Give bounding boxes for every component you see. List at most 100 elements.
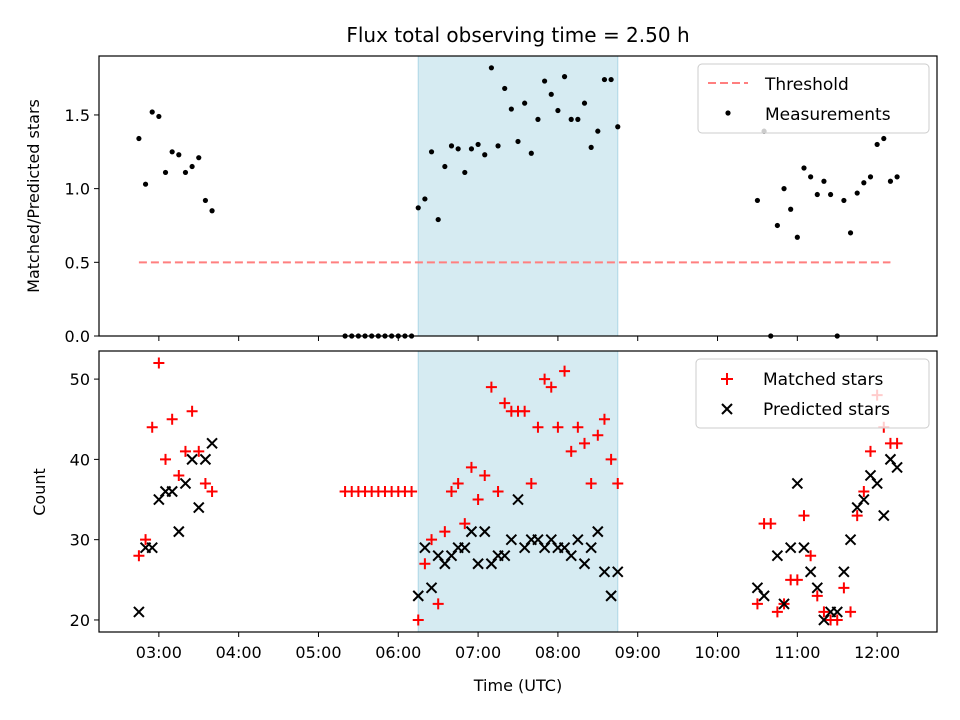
matched-star-point (612, 477, 624, 489)
predicted-star-point (206, 437, 218, 450)
ratio-legend: Threshold Measurements (697, 63, 930, 134)
measurement-point (428, 149, 435, 155)
measurement-point (794, 234, 800, 240)
measurements-series (136, 65, 900, 339)
count-x-tick: 05:00 (295, 632, 342, 662)
measurement-point (561, 74, 568, 80)
predicted-star-point (572, 533, 584, 546)
measurement-point (814, 191, 820, 198)
predicted-star-point (771, 550, 784, 562)
count-y-axis-label: Count (30, 468, 49, 516)
matched-star-point (565, 445, 577, 457)
matched-star-point (186, 405, 198, 417)
matched-star-point (771, 606, 783, 618)
measurement-point (581, 100, 588, 106)
measurement-point (142, 181, 149, 187)
predicted-star-point (612, 566, 624, 578)
measurement-point (515, 138, 521, 145)
matched-star-point (133, 550, 145, 562)
matched-star-point (845, 606, 857, 618)
measurement-point (854, 190, 860, 196)
ratio-panel: 0.0 0.5 1.0 1.5 Matched/Predicted stars Thr… (24, 55, 938, 346)
matched-star-point (605, 453, 617, 465)
predicted-star-point (784, 541, 797, 554)
measurement-point (462, 169, 468, 176)
matched-star-point (445, 486, 457, 497)
measurement-point (202, 197, 209, 204)
x-axis-label: Time (UTC) (473, 676, 562, 695)
matched-star-point (532, 421, 544, 433)
ratio-y-tick-label: 0.5 (65, 253, 90, 272)
matched-star-point (891, 437, 903, 449)
predicted-star-point (166, 485, 178, 498)
measurement-point (535, 116, 541, 122)
measurement-point (468, 146, 475, 152)
predicted-star-point (592, 525, 604, 538)
predicted-star-point (891, 461, 903, 474)
matched-star-point (193, 445, 205, 457)
matched-star-point (592, 429, 604, 441)
predicted-star-point (778, 598, 790, 610)
measurement-point (841, 197, 847, 204)
measurement-point (555, 107, 561, 114)
legend-predicted-swatch (721, 403, 733, 415)
matched-star-point (452, 477, 464, 489)
ratio-y-tick-label: 0.0 (65, 327, 90, 346)
count-legend: Matched stars Predicted stars (695, 358, 930, 429)
matched-star-point (791, 574, 803, 586)
matched-star-point (598, 413, 610, 425)
measurement-point (442, 163, 448, 170)
count-y-tick-label: 30 (70, 531, 90, 550)
predicted-star-point (758, 590, 770, 602)
predicted-star-point (498, 550, 511, 562)
predicted-star-point (831, 606, 843, 618)
matched-star-point (472, 494, 484, 506)
measurement-point (568, 116, 574, 122)
matched-stars-series (133, 357, 903, 626)
legend-threshold-label: Threshold (764, 75, 849, 95)
measurement-point (455, 146, 461, 152)
matched-star-point (858, 486, 870, 497)
measurement-point (575, 116, 581, 122)
predicted-star-point (419, 541, 431, 554)
predicted-star-point (186, 453, 198, 466)
matched-star-point (419, 558, 431, 570)
measurement-point (169, 149, 175, 155)
matched-star-point (864, 445, 876, 457)
measurement-point (149, 109, 155, 115)
measurement-point (482, 152, 488, 158)
measurement-point (608, 76, 614, 83)
matched-star-point (465, 461, 477, 473)
matched-star-point (412, 614, 424, 626)
matched-star-point (572, 421, 584, 433)
predicted-star-point (459, 541, 471, 554)
measurement-point (867, 174, 874, 180)
matched-star-point (153, 357, 165, 369)
predicted-star-point (791, 477, 804, 490)
ratio-y-tick: 0.0 (65, 327, 99, 346)
matched-star-point (545, 381, 557, 393)
measurement-point (475, 141, 481, 148)
predicted-star-point (804, 566, 817, 578)
predicted-star-point (512, 493, 524, 506)
measurement-point (615, 124, 621, 130)
measurement-point (435, 216, 441, 223)
chart-title: Flux total observing time = 2.50 h (346, 23, 689, 47)
measurement-point (542, 78, 548, 84)
matched-star-point (539, 373, 551, 385)
matched-star-point (751, 598, 763, 610)
matched-star-point (525, 477, 537, 489)
measurement-point (528, 150, 534, 156)
measurement-point (861, 180, 867, 186)
predicted-star-point (179, 477, 192, 490)
x-tick-label: 09:00 (615, 643, 661, 662)
matched-star-point (818, 606, 830, 618)
predicted-star-point (505, 533, 518, 546)
matched-star-point (552, 421, 564, 433)
predicted-star-point (798, 541, 810, 554)
count-panel: 03:00 04:00 05:00 06:00 07:00 08:00 09:00 10:00… (30, 350, 938, 695)
matched-star-point (140, 534, 152, 546)
matched-star-point (432, 598, 444, 610)
x-tick-label: 03:00 (136, 643, 182, 662)
